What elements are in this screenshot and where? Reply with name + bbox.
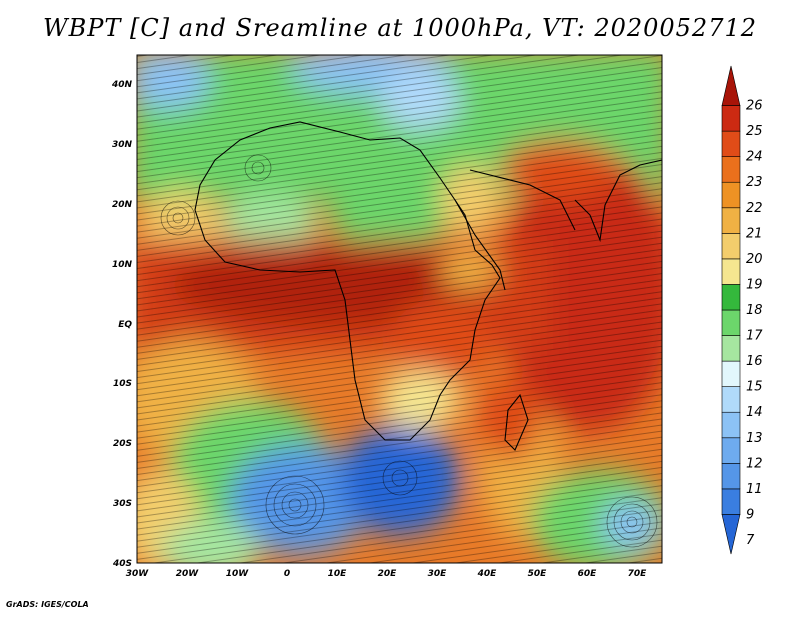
lat-label: 10N	[112, 260, 133, 270]
colorbar-swatch	[721, 386, 741, 413]
colorbar-swatch	[721, 105, 741, 132]
colorbar-swatch	[721, 514, 741, 555]
colorbar-swatch	[721, 309, 741, 336]
colorbar-label: 22	[746, 201, 763, 216]
colorbar-label: 25	[746, 124, 763, 139]
colorbar-swatch	[721, 335, 741, 362]
lat-label: 30S	[113, 499, 132, 509]
colorbar-label: 20	[746, 252, 763, 267]
colorbar-swatch	[721, 258, 741, 285]
lon-labels: 30W 20W 10W 0 10E 20E 30E 40E 50E 60E 70…	[126, 569, 647, 579]
lon-label: 20E	[378, 569, 398, 579]
colorbar-swatch	[721, 65, 741, 106]
colorbar-swatch	[721, 437, 741, 464]
field-layer	[137, 55, 662, 563]
colorbar-swatch	[721, 156, 741, 183]
colorbar-label: 26	[746, 99, 763, 114]
colorbar-label: 11	[746, 482, 763, 497]
lon-label: 60E	[578, 569, 598, 579]
lon-label: 10W	[226, 569, 250, 579]
credit-label: GrADS: IGES/COLA	[6, 600, 89, 609]
colorbar-label: 13	[746, 431, 763, 446]
colorbar-swatch	[721, 181, 741, 209]
lon-label: 0	[284, 569, 290, 579]
colorbar-label: 15	[746, 380, 763, 395]
colorbar-swatch	[721, 360, 741, 387]
colorbar-label: 14	[746, 405, 763, 420]
colorbar-swatch	[721, 207, 741, 234]
colorbar-label: 7	[746, 533, 755, 548]
plot-frame	[136, 54, 663, 564]
lat-label: 10S	[113, 379, 132, 389]
colorbar-swatch	[721, 411, 741, 439]
colorbar-swatch	[721, 284, 741, 311]
colorbar-label: 21	[746, 226, 763, 241]
colorbar-label: 18	[746, 303, 763, 318]
lat-label: 20N	[112, 200, 133, 210]
lat-label: EQ	[118, 320, 132, 330]
colorbar-label: 16	[746, 354, 763, 369]
colorbar-label: 12	[746, 456, 763, 471]
lon-label: 40E	[477, 569, 498, 579]
lat-label: 40N	[111, 80, 133, 90]
colorbar-swatch	[721, 488, 741, 515]
colorbar-swatch	[721, 463, 741, 490]
colorbar: 7 9 11 12 13 14 15 16 17 18 19 20 21 22 23 24 25 26	[721, 65, 763, 555]
colorbar-label: 23	[746, 175, 763, 190]
lon-label: 30E	[428, 569, 448, 579]
lat-label: 20S	[113, 439, 132, 449]
colorbar-swatch	[721, 233, 741, 260]
coastlines	[194, 121, 662, 451]
lon-label: 10E	[328, 569, 348, 579]
lat-labels: 40N 30N 20N 10N EQ 10S 20S 30S 40S	[111, 80, 133, 569]
lat-label: 40S	[112, 559, 132, 569]
colorbar-swatch	[721, 130, 741, 157]
colorbar-label: 9	[746, 507, 754, 522]
colorbar-label: 24	[746, 150, 763, 165]
lon-label: 70E	[628, 569, 648, 579]
map-title: WBPT [C] and Sreamline at 1000hPa, VT: 2…	[42, 14, 758, 42]
lon-label: 50E	[528, 569, 548, 579]
colorbar-label: 19	[746, 277, 763, 292]
lon-label: 20W	[176, 569, 200, 579]
colorbar-label: 17	[746, 329, 763, 344]
lon-label: 30W	[126, 569, 150, 579]
lat-label: 30N	[112, 140, 133, 150]
